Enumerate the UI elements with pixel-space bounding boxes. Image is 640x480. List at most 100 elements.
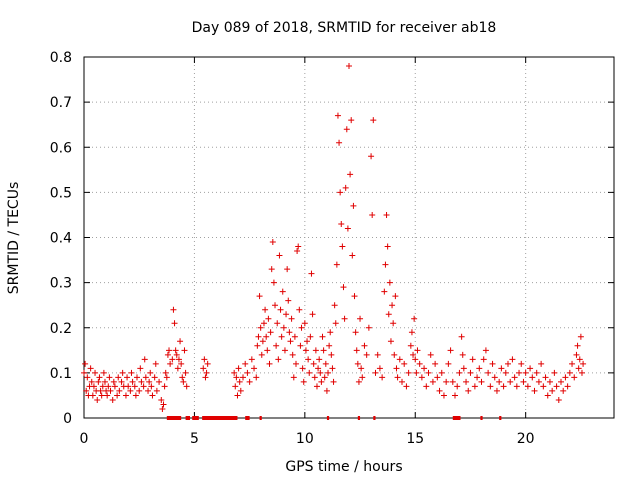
- x-tick-label: 5: [190, 431, 199, 447]
- data-point: [302, 347, 309, 354]
- data-point: [242, 360, 249, 367]
- data-point: [336, 139, 343, 146]
- data-point: [339, 243, 346, 250]
- data-point: [549, 387, 556, 394]
- data-point: [405, 369, 412, 376]
- data-point: [575, 365, 582, 372]
- data-point: [321, 374, 328, 381]
- data-point: [349, 252, 356, 259]
- data-point: [346, 63, 352, 70]
- data-point: [361, 342, 368, 349]
- data-point: [167, 360, 174, 367]
- data-point: [498, 365, 505, 372]
- data-point: [201, 356, 208, 363]
- data-point: [427, 351, 434, 358]
- data-point: [485, 369, 492, 376]
- data-point: [280, 324, 287, 331]
- data-point: [148, 383, 155, 390]
- data-point: [182, 369, 189, 376]
- data-point: [269, 239, 276, 246]
- data-point: [412, 356, 419, 363]
- data-point: [164, 351, 171, 358]
- data-point: [83, 387, 90, 394]
- data-point: [544, 392, 551, 399]
- data-point: [538, 360, 545, 367]
- data-point: [166, 347, 173, 354]
- data-point: [392, 293, 399, 300]
- data-point: [576, 356, 583, 363]
- data-point: [124, 374, 131, 381]
- y-tick-label: 0.4: [50, 231, 72, 247]
- data-point: [175, 356, 182, 363]
- data-point: [315, 365, 322, 372]
- data-point: [119, 369, 126, 376]
- data-point: [458, 333, 465, 340]
- data-point: [173, 351, 180, 358]
- data-point: [329, 365, 336, 372]
- data-point: [203, 369, 210, 376]
- data-point: [328, 351, 335, 358]
- data-point: [432, 360, 439, 367]
- data-point: [172, 347, 179, 354]
- data-point: [283, 311, 290, 318]
- data-point: [413, 369, 420, 376]
- data-point: [309, 311, 316, 318]
- data-point: [246, 378, 253, 385]
- data-point: [162, 369, 169, 376]
- data-point: [350, 202, 357, 209]
- y-axis-label: SRMTID / TECUs: [6, 182, 22, 295]
- x-axis-label: GPS time / hours: [285, 459, 402, 475]
- data-point: [289, 351, 296, 358]
- data-point: [560, 387, 567, 394]
- data-point: [266, 360, 273, 367]
- data-point: [352, 329, 359, 336]
- data-point: [159, 405, 166, 412]
- data-point: [170, 306, 177, 313]
- data-point: [96, 374, 103, 381]
- data-point: [456, 369, 463, 376]
- data-point: [507, 378, 514, 385]
- data-point: [443, 378, 450, 385]
- data-point: [240, 374, 246, 381]
- data-point: [114, 392, 121, 399]
- data-point: [351, 293, 358, 300]
- data-point: [577, 333, 584, 340]
- data-point: [181, 347, 188, 354]
- data-point: [265, 315, 272, 322]
- data-point: [268, 266, 275, 273]
- data-point: [454, 383, 461, 390]
- data-point: [524, 383, 531, 390]
- data-point: [306, 369, 313, 376]
- data-point: [276, 252, 283, 259]
- data-point: [542, 374, 549, 381]
- data-point: [286, 329, 293, 336]
- data-point: [326, 342, 333, 349]
- data-point: [341, 315, 348, 322]
- data-point: [535, 378, 542, 385]
- data-point: [202, 374, 209, 381]
- data-point: [493, 387, 500, 394]
- data-point: [491, 374, 498, 381]
- data-point: [287, 338, 294, 345]
- data-point: [500, 383, 507, 390]
- data-point: [147, 369, 154, 376]
- data-point: [365, 324, 372, 331]
- data-point: [284, 266, 291, 273]
- data-point: [502, 369, 509, 376]
- data-point: [330, 378, 337, 385]
- data-point: [527, 365, 534, 372]
- data-point: [279, 288, 286, 295]
- data-point: [459, 351, 466, 358]
- data-point: [248, 356, 255, 363]
- data-point: [340, 284, 347, 291]
- data-point: [509, 356, 516, 363]
- data-point: [305, 356, 312, 363]
- data-point: [566, 369, 573, 376]
- data-point: [109, 396, 116, 403]
- data-point: [505, 360, 511, 367]
- data-point: [347, 171, 354, 178]
- data-point: [476, 365, 483, 372]
- data-point: [327, 329, 334, 336]
- data-series: [81, 63, 587, 412]
- data-point: [151, 374, 158, 381]
